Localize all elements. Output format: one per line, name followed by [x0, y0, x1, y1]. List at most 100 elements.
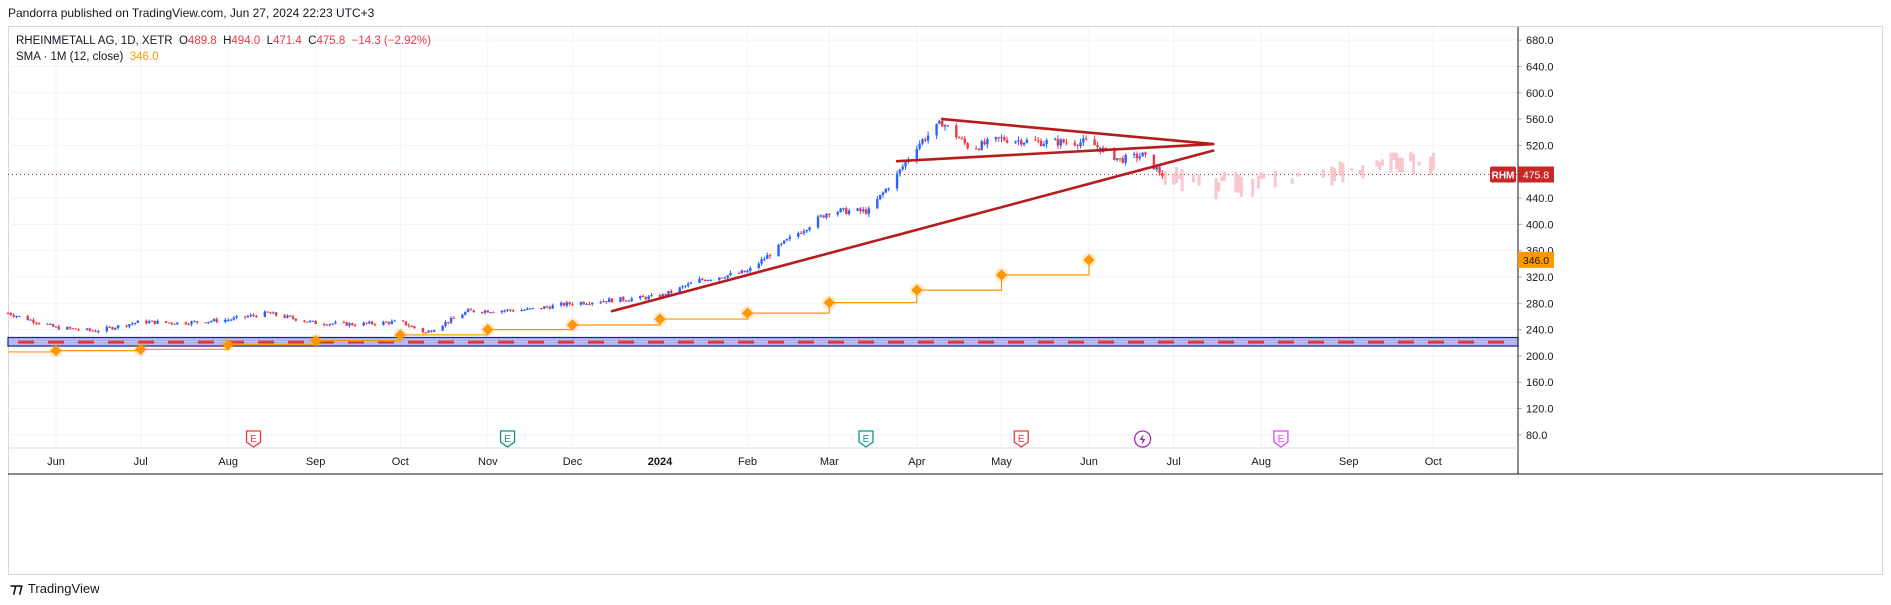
- candle-body: [531, 307, 535, 309]
- candle-body: [1082, 138, 1085, 143]
- candle-body: [274, 312, 278, 316]
- tradingview-logo-icon[interactable]: ⁊⁊: [10, 580, 23, 596]
- x-tick-label: Nov: [478, 456, 498, 468]
- candle-body: [105, 326, 108, 332]
- candle-body: [980, 141, 983, 150]
- candle-body: [847, 210, 851, 215]
- chart-frame: [8, 26, 1883, 575]
- candle-body: [760, 259, 763, 264]
- candle-body: [88, 328, 92, 331]
- candle-body: [464, 312, 467, 315]
- candle-body: [368, 321, 371, 324]
- candle-body: [582, 302, 585, 305]
- projection-bar: [1197, 174, 1201, 186]
- candle-body: [1158, 166, 1161, 173]
- candle-body: [170, 322, 173, 324]
- projection-bar: [1251, 178, 1255, 197]
- change-value: −14.3 (−2.92%): [351, 35, 431, 47]
- candle-body: [249, 314, 252, 317]
- projection-bar: [1259, 172, 1263, 180]
- candle-body: [718, 277, 721, 280]
- candle-body: [342, 322, 346, 324]
- candle-body: [492, 312, 495, 314]
- earnings-marker[interactable]: [499, 430, 516, 448]
- candle-body: [303, 320, 306, 322]
- axes: 680.0640.0600.0560.0520.0480.0440.0400.0…: [8, 27, 1883, 475]
- candle-body: [207, 321, 210, 323]
- lightning-bolt: [1139, 434, 1146, 445]
- candle-body: [924, 139, 927, 141]
- candle-body: [480, 312, 484, 314]
- earnings-marker[interactable]: [1273, 430, 1289, 448]
- candle-body: [46, 323, 49, 325]
- close-value: 475.8: [316, 35, 346, 47]
- x-tick-label: Apr: [908, 456, 925, 468]
- candle-body: [599, 302, 602, 304]
- candle-body: [1034, 139, 1037, 141]
- earnings-marker-label: E: [1278, 434, 1285, 445]
- trendline-triangle-lower[interactable]: [895, 142, 1215, 163]
- candle-body: [54, 326, 58, 328]
- sma-diamond: [134, 343, 147, 355]
- candle-body: [915, 148, 919, 160]
- open-value: 489.8: [187, 35, 217, 47]
- candle-body: [822, 215, 825, 218]
- candle-body: [385, 321, 388, 323]
- projection-bar: [1341, 162, 1345, 183]
- candle-body: [224, 319, 227, 323]
- earnings-marker[interactable]: [245, 430, 262, 448]
- candle-body: [125, 325, 128, 327]
- earnings-marker-label: E: [250, 434, 257, 445]
- earnings-marker[interactable]: [1013, 430, 1029, 448]
- candle-body: [610, 298, 614, 303]
- candle-body: [997, 137, 1000, 139]
- projection-bar: [1349, 168, 1353, 171]
- candle-body: [469, 309, 473, 311]
- trendline-rising-support[interactable]: [610, 149, 1215, 313]
- candle-body: [684, 285, 687, 287]
- candle-body: [49, 324, 52, 326]
- candle-body: [904, 161, 907, 167]
- projection-bar: [1392, 152, 1396, 161]
- candle-body: [413, 326, 416, 329]
- y-tick-label: 200.0: [1526, 351, 1554, 363]
- candle-body: [322, 324, 326, 326]
- candle-body: [667, 291, 670, 296]
- candle-body: [644, 297, 648, 300]
- candle-body: [650, 295, 653, 297]
- trendline-triangle-upper[interactable]: [940, 117, 1215, 146]
- candle-body: [1014, 141, 1017, 143]
- projection-bar: [1375, 160, 1379, 167]
- candle-body: [568, 302, 571, 305]
- candle-body: [941, 120, 944, 127]
- candle-body: [782, 240, 786, 244]
- last-price-tag: [1518, 166, 1554, 183]
- candle-body: [509, 309, 512, 311]
- candle-body: [365, 322, 368, 324]
- projection-bar: [1381, 159, 1385, 166]
- candle-body: [128, 324, 131, 327]
- candle-body: [345, 322, 348, 326]
- candle-body: [9, 313, 13, 316]
- candle-body: [447, 322, 450, 324]
- candle-body: [512, 310, 515, 312]
- projection-bar: [1378, 161, 1382, 171]
- candle-body: [526, 308, 529, 310]
- earnings-marker-label: E: [1018, 434, 1025, 445]
- y-tick-label: 120.0: [1526, 404, 1554, 416]
- candle-body: [353, 325, 357, 327]
- candle-body: [506, 309, 509, 311]
- sma-step: [747, 302, 830, 314]
- legend-symbol[interactable]: RHEINMETALL AG, 1D, XETR: [16, 35, 173, 47]
- earnings-marker[interactable]: [858, 430, 874, 448]
- candle-body: [630, 298, 633, 301]
- y-tick-label: 600.0: [1526, 88, 1554, 100]
- candle-body: [263, 311, 267, 317]
- candle-body: [543, 306, 546, 309]
- sma-label[interactable]: SMA · 1M (12, close): [16, 51, 124, 63]
- x-tick-label: Aug: [218, 456, 238, 468]
- candle-body: [486, 310, 490, 313]
- brand-name[interactable]: TradingView: [27, 581, 100, 596]
